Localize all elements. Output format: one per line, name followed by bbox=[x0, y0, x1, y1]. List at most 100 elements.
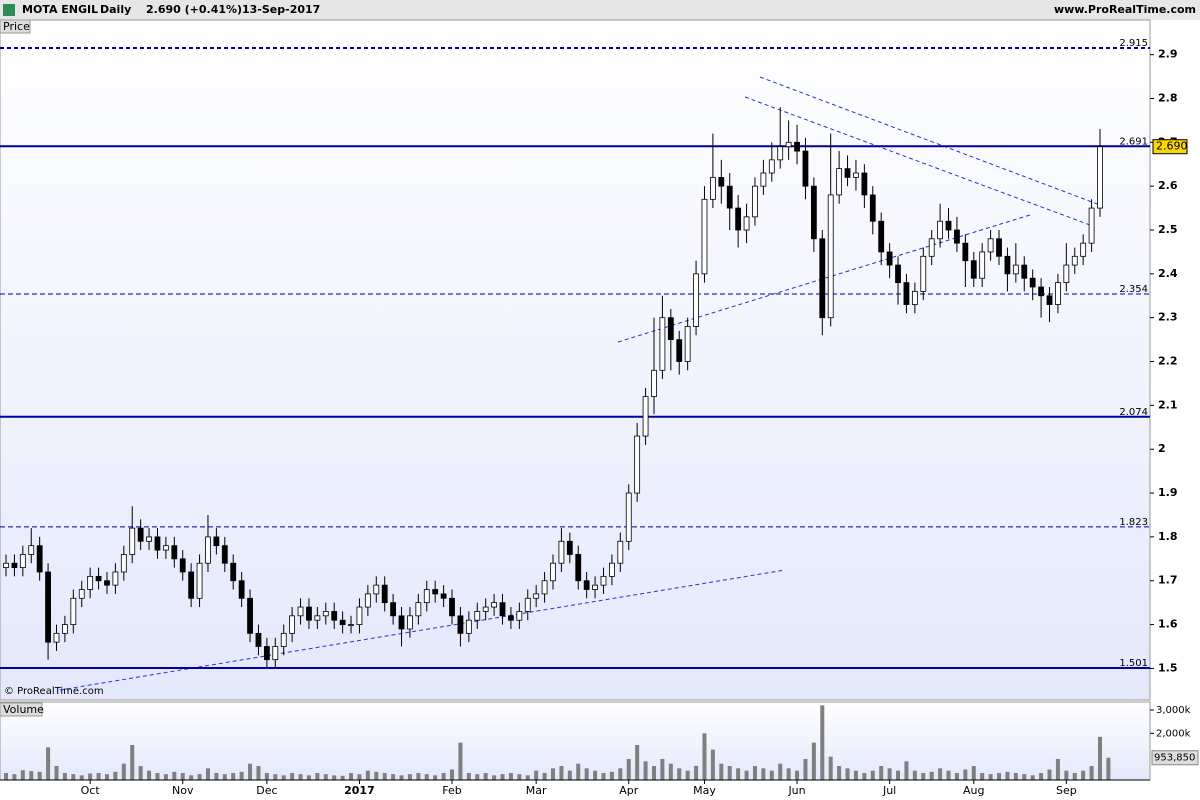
volume-bar bbox=[862, 773, 867, 780]
volume-bar bbox=[138, 766, 143, 780]
level-label: 1.823 bbox=[1119, 517, 1148, 528]
candle-body bbox=[364, 593, 371, 608]
volume-bar bbox=[323, 774, 328, 780]
volume-bar bbox=[424, 774, 429, 780]
volume-bar bbox=[643, 761, 648, 780]
volume-bar bbox=[938, 768, 943, 780]
volume-bar bbox=[4, 773, 8, 780]
candle-body bbox=[449, 597, 455, 617]
candle-body bbox=[104, 580, 110, 586]
volume-bar bbox=[946, 770, 951, 780]
volume-bar bbox=[761, 768, 766, 780]
volume-bar bbox=[189, 775, 194, 780]
candle-body bbox=[651, 369, 657, 398]
price-label: Price bbox=[3, 20, 30, 33]
volume-bar bbox=[79, 775, 84, 780]
volume-bar bbox=[1081, 770, 1086, 780]
candle-body bbox=[474, 611, 481, 621]
volume-last-box bbox=[1151, 750, 1199, 766]
candle-body bbox=[869, 194, 876, 222]
y-tick-label: 1.9 bbox=[1158, 486, 1178, 499]
volume-bar bbox=[12, 774, 17, 780]
volume-bar bbox=[349, 773, 354, 780]
candle-body bbox=[297, 606, 304, 617]
y-tick-label: 2.2 bbox=[1158, 355, 1178, 368]
volume-bar bbox=[904, 761, 909, 780]
candle-body bbox=[996, 238, 1002, 257]
candle-body bbox=[785, 141, 792, 148]
candle-body bbox=[684, 326, 691, 362]
candle-body bbox=[937, 220, 944, 240]
candle-body bbox=[718, 176, 725, 187]
y-tick-label: 2.9 bbox=[1158, 48, 1178, 61]
candle-body bbox=[827, 194, 834, 319]
y-tick-label: 1.8 bbox=[1158, 530, 1178, 543]
volume-bar bbox=[20, 770, 25, 780]
volume-panel bbox=[0, 701, 1151, 781]
volume-bar bbox=[357, 774, 362, 780]
volume-bar bbox=[929, 771, 934, 780]
volume-bar bbox=[778, 763, 783, 780]
volume-bar bbox=[727, 766, 732, 780]
volume-bar bbox=[542, 773, 547, 780]
candle-body bbox=[802, 150, 809, 187]
candle-body bbox=[945, 220, 952, 231]
candle-body bbox=[760, 172, 767, 187]
candle-body bbox=[120, 554, 127, 573]
candle-body bbox=[634, 435, 641, 494]
candle-body bbox=[255, 632, 262, 647]
volume-bar bbox=[1098, 736, 1102, 780]
volume-bar bbox=[104, 774, 109, 780]
volume-bar bbox=[1072, 773, 1077, 780]
x-tick-label: Jul bbox=[882, 784, 896, 797]
candle-body bbox=[272, 646, 279, 661]
candle-body bbox=[1055, 282, 1061, 305]
candle-body bbox=[70, 597, 77, 625]
volume-bar bbox=[879, 766, 884, 780]
candle-body bbox=[129, 527, 136, 555]
volume-bar bbox=[694, 766, 699, 780]
volume-bar bbox=[803, 759, 808, 780]
header-bar bbox=[0, 0, 1200, 20]
volume-bar bbox=[845, 768, 850, 780]
volume-bar bbox=[155, 773, 160, 780]
candle-body bbox=[465, 619, 472, 634]
candle-body bbox=[356, 606, 363, 625]
volume-bar bbox=[551, 768, 555, 780]
candle-body bbox=[146, 536, 152, 542]
candle-body bbox=[726, 185, 733, 209]
volume-bar bbox=[980, 773, 985, 780]
candle-body bbox=[112, 571, 119, 586]
candle-body bbox=[903, 282, 910, 305]
volume-bar bbox=[744, 770, 749, 780]
candle-body bbox=[516, 611, 523, 621]
volume-bar bbox=[180, 773, 185, 780]
candle-body bbox=[928, 238, 935, 257]
candle-body bbox=[617, 540, 624, 564]
volume-bar bbox=[702, 733, 707, 780]
candle-body bbox=[457, 615, 464, 634]
volume-bar bbox=[466, 773, 471, 780]
volume-bar bbox=[752, 766, 757, 780]
candle-body bbox=[306, 606, 312, 621]
volume-bar bbox=[601, 773, 606, 780]
candle-body bbox=[322, 611, 329, 617]
candle-body bbox=[752, 185, 758, 218]
volume-bar bbox=[837, 766, 842, 780]
candle-body bbox=[836, 168, 843, 196]
candle-body bbox=[188, 571, 195, 599]
y-tick-label: 1.6 bbox=[1158, 618, 1178, 631]
candle-body bbox=[533, 593, 540, 599]
candle-body bbox=[398, 615, 405, 630]
candle-body bbox=[558, 540, 565, 564]
volume-bar bbox=[205, 768, 210, 780]
candle-body bbox=[592, 584, 598, 590]
volume-bar bbox=[71, 774, 76, 780]
candle-body bbox=[407, 615, 413, 630]
volume-bar bbox=[1005, 771, 1010, 780]
level-label: 2.915 bbox=[1119, 38, 1148, 49]
last-price-label: 2.690 bbox=[1156, 140, 1188, 153]
volume-bar bbox=[508, 773, 513, 780]
volume-bar bbox=[1064, 770, 1069, 780]
volume-bar bbox=[29, 771, 34, 780]
